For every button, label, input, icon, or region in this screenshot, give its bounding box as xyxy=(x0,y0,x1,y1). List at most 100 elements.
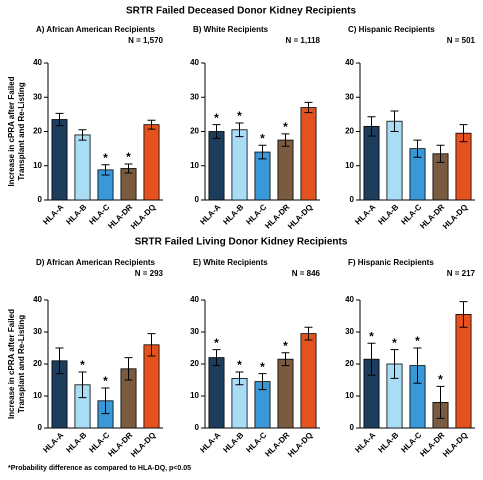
bar xyxy=(143,344,160,429)
significance-marker: * xyxy=(283,120,288,134)
bar xyxy=(277,358,294,429)
y-tick-label: 30 xyxy=(190,327,199,336)
significance-marker: * xyxy=(260,360,265,374)
x-tick-label: HLA-A xyxy=(353,202,377,226)
panel-title: C) Hispanic Recipients xyxy=(348,25,435,34)
error-bar xyxy=(304,326,313,341)
panel-subtitle: N = 293 xyxy=(135,269,164,278)
panel-subtitle: N = 217 xyxy=(447,269,476,278)
error-bar xyxy=(101,164,110,176)
bar xyxy=(363,125,380,201)
y-tick-label: 30 xyxy=(345,327,354,336)
error-bar xyxy=(436,144,445,163)
y-tick-label: 40 xyxy=(190,58,199,67)
footnote: *Probability difference as compared to H… xyxy=(8,465,191,472)
y-tick-label: 0 xyxy=(38,423,43,432)
error-bar xyxy=(78,129,87,141)
error-bar xyxy=(258,144,267,160)
y-tick-label: 40 xyxy=(345,58,354,67)
bar xyxy=(455,313,472,429)
significance-marker: * xyxy=(103,151,108,165)
y-tick-label: 20 xyxy=(190,127,199,136)
x-tick-label: HLA-B xyxy=(376,430,400,454)
error-bar xyxy=(413,139,422,158)
y-tick-label: 30 xyxy=(33,327,42,336)
bar xyxy=(231,377,248,429)
y-tick-label: 0 xyxy=(195,195,200,204)
y-tick-label: 0 xyxy=(195,423,200,432)
y-tick-label: 20 xyxy=(345,127,354,136)
bar xyxy=(455,132,472,201)
significance-marker: * xyxy=(415,334,420,348)
panel-title: E) White Recipients xyxy=(193,258,268,267)
error-bar xyxy=(124,163,133,174)
y-tick-label: 10 xyxy=(345,391,354,400)
error-bar xyxy=(212,349,221,367)
significance-marker: * xyxy=(369,329,374,343)
x-tick-label: HLA-B xyxy=(64,202,88,226)
y-axis-label: Increase in cPRA after Failed xyxy=(7,309,16,419)
error-bar xyxy=(212,124,221,139)
panel-title: B) White Recipients xyxy=(193,25,269,34)
error-bar xyxy=(235,122,244,138)
bar xyxy=(208,131,225,201)
bar xyxy=(386,120,403,201)
significance-marker: * xyxy=(237,109,242,123)
panel-title: D) African American Recipients xyxy=(36,258,156,267)
bar xyxy=(231,129,248,201)
error-bar xyxy=(281,133,290,147)
y-tick-label: 10 xyxy=(33,161,42,170)
error-bar xyxy=(281,352,290,367)
y-tick-label: 30 xyxy=(190,92,199,101)
x-tick-label: HLA-DQ xyxy=(286,431,314,459)
panel-subtitle: N = 1,118 xyxy=(286,36,321,45)
x-tick-label: HLA-B xyxy=(221,430,245,454)
error-bar xyxy=(304,101,313,114)
panel-subtitle: N = 501 xyxy=(447,36,476,45)
y-axis-label: Transplant and Re-Listing xyxy=(17,82,26,180)
y-tick-label: 10 xyxy=(190,161,199,170)
error-bar xyxy=(436,385,445,419)
bar xyxy=(277,139,294,201)
y-tick-label: 10 xyxy=(33,391,42,400)
error-bar xyxy=(390,349,399,379)
bar xyxy=(300,333,317,429)
bar xyxy=(74,134,91,201)
y-tick-label: 20 xyxy=(33,127,42,136)
y-tick-label: 30 xyxy=(345,92,354,101)
y-tick-label: 20 xyxy=(33,359,42,368)
x-tick-label: HLA-DQ xyxy=(129,431,157,459)
bar xyxy=(51,119,68,201)
significance-marker: * xyxy=(237,358,242,372)
panel-subtitle: N = 1,570 xyxy=(128,36,163,45)
error-bar xyxy=(124,357,133,381)
error-bar xyxy=(147,333,156,357)
panel-subtitle: N = 846 xyxy=(292,269,321,278)
x-tick-label: HLA-A xyxy=(198,202,222,226)
error-bar xyxy=(367,116,376,137)
bar xyxy=(143,124,160,201)
section-title: SRTR Failed Living Donor Kidney Recipien… xyxy=(135,237,348,248)
significance-marker: * xyxy=(214,111,219,125)
error-bar xyxy=(55,112,64,127)
bar xyxy=(300,107,317,201)
y-tick-label: 10 xyxy=(190,391,199,400)
error-bar xyxy=(367,342,376,376)
x-tick-label: HLA-A xyxy=(41,202,65,226)
y-tick-label: 0 xyxy=(350,195,355,204)
significance-marker: * xyxy=(260,131,265,145)
y-tick-label: 30 xyxy=(33,92,42,101)
y-tick-label: 40 xyxy=(33,58,42,67)
x-tick-label: HLA-DQ xyxy=(286,203,314,231)
error-bar xyxy=(235,371,244,386)
y-tick-label: 40 xyxy=(345,295,354,304)
x-tick-label: HLA-A xyxy=(198,430,222,454)
y-axis-label: Increase in cPRA after Failed xyxy=(7,76,16,186)
x-tick-label: HLA-DQ xyxy=(129,203,157,231)
x-tick-label: HLA-DQ xyxy=(441,203,469,231)
y-tick-label: 0 xyxy=(38,195,43,204)
y-axis-label: Transplant and Re-Listing xyxy=(17,315,26,413)
y-tick-label: 20 xyxy=(345,359,354,368)
x-tick-label: HLA-B xyxy=(64,430,88,454)
error-bar xyxy=(55,347,64,375)
